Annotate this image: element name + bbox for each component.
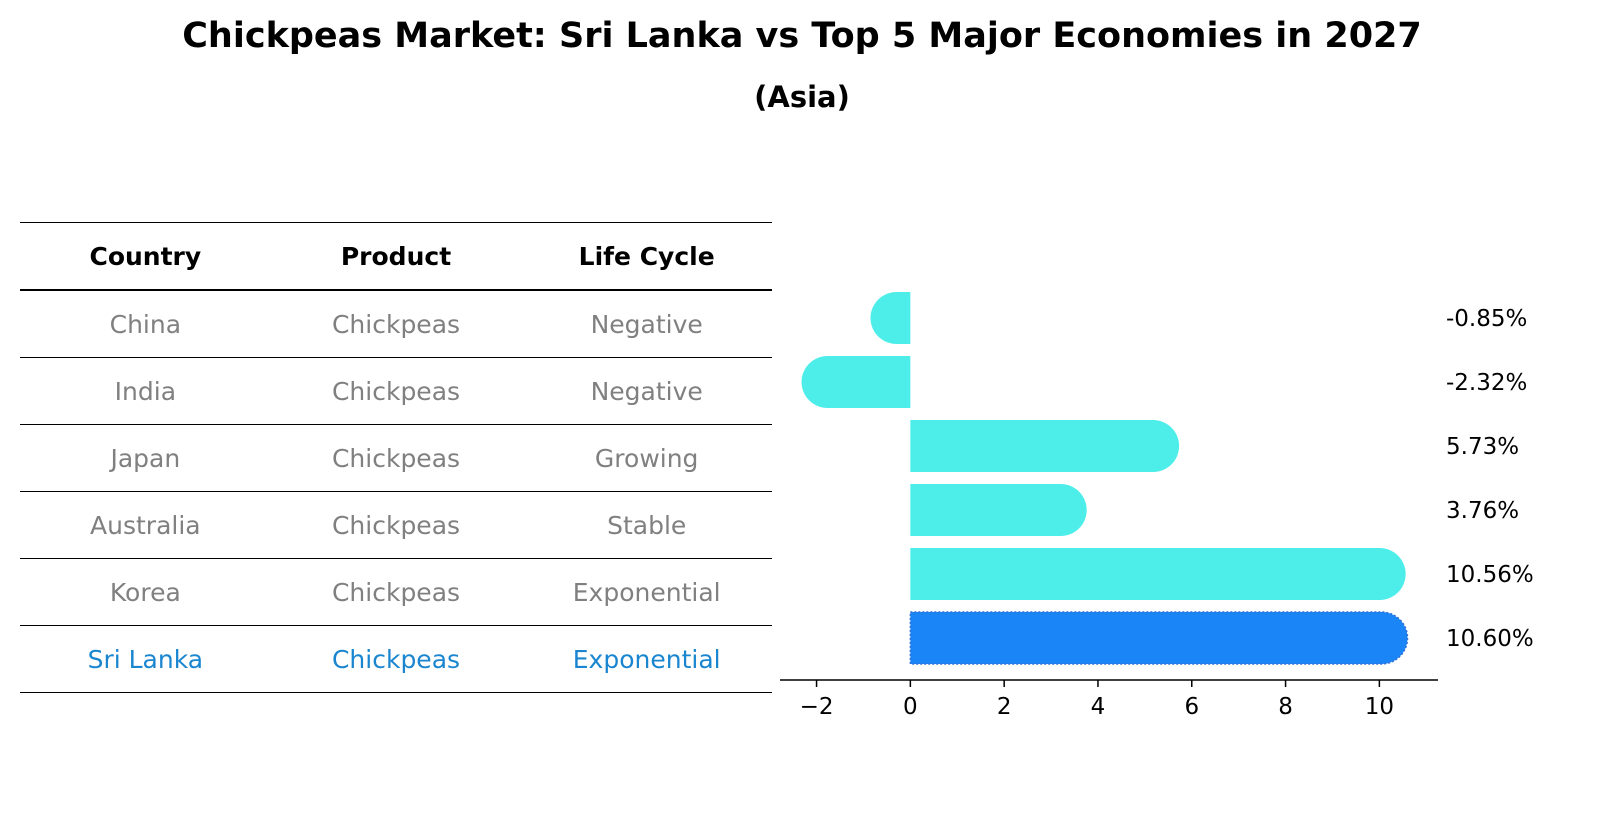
cell-product: Chickpeas bbox=[331, 510, 461, 540]
bar-japan bbox=[910, 420, 1180, 472]
cell-life-cycle: Negative bbox=[590, 376, 703, 406]
cell-country: Australia bbox=[90, 510, 201, 540]
bar-chart: -0.85% -2.32% 5.73% 3.76% 10.56% 10.60% −2 0 2 4 6… bbox=[780, 292, 1534, 720]
cell-life-cycle: Negative bbox=[590, 309, 703, 339]
chart-title: Chickpeas Market: Sri Lanka vs Top 5 Maj… bbox=[182, 16, 1422, 56]
bar-korea bbox=[910, 548, 1406, 600]
table-header-row: Country Product Life Cycle bbox=[20, 222, 772, 290]
cell-life-cycle: Growing bbox=[594, 443, 699, 473]
bar-sri-lanka bbox=[909, 611, 1409, 665]
cell-product: Chickpeas bbox=[331, 577, 461, 607]
value-label: 5.73% bbox=[1446, 434, 1519, 460]
table-row: China Chickpeas Negative bbox=[20, 290, 772, 357]
table-row: Japan Chickpeas Growing bbox=[20, 424, 772, 491]
cell-country: Japan bbox=[110, 443, 181, 473]
table-row: Australia Chickpeas Stable bbox=[20, 491, 772, 558]
bar-china bbox=[870, 292, 911, 344]
value-label: 10.60% bbox=[1446, 626, 1534, 652]
cell-product: Chickpeas bbox=[331, 309, 461, 339]
x-tick-label: 10 bbox=[1365, 694, 1394, 720]
header-life-cycle: Life Cycle bbox=[578, 241, 715, 271]
bar-india bbox=[801, 356, 911, 408]
table-body: China Chickpeas Negative India Chickpeas… bbox=[20, 290, 772, 693]
cell-product: Chickpeas bbox=[331, 443, 461, 473]
cell-product: Chickpeas bbox=[331, 644, 461, 674]
value-label: -0.85% bbox=[1446, 306, 1527, 332]
table-row: Korea Chickpeas Exponential bbox=[20, 558, 772, 625]
cell-life-cycle: Exponential bbox=[572, 577, 721, 607]
cell-life-cycle: Stable bbox=[607, 510, 687, 540]
cell-country: India bbox=[114, 376, 177, 406]
value-label: 3.76% bbox=[1446, 498, 1519, 524]
cell-country: Sri Lanka bbox=[87, 644, 204, 674]
cell-country: Korea bbox=[109, 577, 181, 607]
chart-subtitle: (Asia) bbox=[754, 80, 850, 114]
x-tick-label: 6 bbox=[1184, 694, 1199, 720]
data-table: Country Product Life Cycle China Chickpe… bbox=[20, 222, 772, 693]
x-tick-label: 8 bbox=[1278, 694, 1293, 720]
cell-life-cycle: Exponential bbox=[572, 644, 721, 674]
x-tick-label: 0 bbox=[903, 694, 918, 720]
table-header: Country Product Life Cycle bbox=[20, 222, 772, 290]
value-label: 10.56% bbox=[1446, 562, 1534, 588]
x-tick-label: 4 bbox=[1091, 694, 1106, 720]
cell-country: China bbox=[109, 309, 182, 339]
bar-australia bbox=[910, 484, 1087, 536]
value-label: -2.32% bbox=[1446, 370, 1527, 396]
header-country: Country bbox=[89, 241, 202, 271]
table-row: India Chickpeas Negative bbox=[20, 357, 772, 424]
x-tick-label: 2 bbox=[997, 694, 1012, 720]
x-tick-label: −2 bbox=[800, 694, 834, 720]
cell-product: Chickpeas bbox=[331, 376, 461, 406]
table-row-highlight: Sri Lanka Chickpeas Exponential bbox=[20, 625, 772, 693]
header-product: Product bbox=[340, 241, 452, 271]
